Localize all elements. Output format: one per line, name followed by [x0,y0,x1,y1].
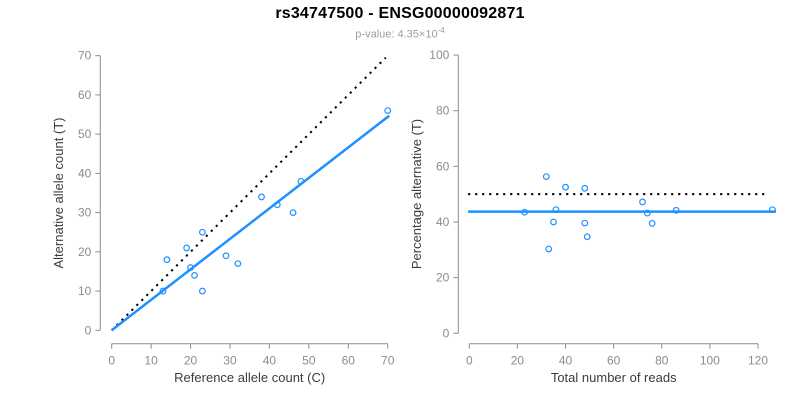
plot-percentage-by-reads: 0 20 40 60 80 100 120 0 20 40 60 80 100 Total number … [409,48,777,385]
y-axis-title: Percentage alternative (T) [409,119,424,269]
data-point [258,193,265,201]
x-tick-label: 50 [302,354,316,368]
data-point [542,173,550,181]
x-tick-label: 0 [466,354,473,368]
x-tick-label: 40 [559,354,573,368]
y-tick-label: 40 [78,166,92,180]
y-tick-label: 20 [436,271,450,285]
y-tick-label: 80 [436,104,450,118]
y-tick-label: 50 [78,127,92,141]
data-point [643,209,651,217]
data-point [562,183,569,191]
y-tick-label: 40 [436,215,450,229]
x-tick-label: 30 [223,354,237,368]
data-point [648,219,656,227]
x-tick-label: 120 [748,354,768,368]
y-tick-label: 10 [78,284,92,298]
data-point [672,206,680,214]
x-tick-label: 40 [263,354,277,368]
data-point [289,209,297,217]
x-tick-label: 0 [108,354,115,368]
data-point [297,177,305,185]
x-tick-label: 60 [607,354,621,368]
figure-title: rs34747500 - ENSG00000092871 [275,5,525,22]
x-tick-label: 100 [700,354,720,368]
data-point [191,271,198,279]
x-axis-title: Reference allele count (C) [174,370,325,385]
data-point [222,252,230,260]
y-tick-label: 20 [78,245,92,259]
x-tick-label: 80 [655,354,669,368]
data-point [550,218,557,226]
data-point [581,219,589,227]
data-point [545,245,553,253]
plot-allele-counts: 0 10 20 30 40 50 60 70 0 10 20 30 40 50 60 70 Reference … [51,49,395,385]
x-tick-label: 20 [511,354,525,368]
y-tick-label: 30 [78,206,92,220]
data-point [187,264,194,271]
fit-line [110,114,391,332]
y-tick-label: 70 [78,49,92,63]
data-point [384,107,392,115]
p-value-exponent: -4 [437,26,445,35]
y-tick-label: 60 [436,159,450,173]
x-tick-label: 70 [381,354,395,368]
data-point [552,206,560,214]
x-axis-title: Total number of reads [551,370,677,385]
data-point [769,206,776,214]
identity-line [110,56,387,332]
figure-subtitle: p-value: 4.35×10-4 [0,26,800,41]
p-value-text: p-value: 4.35×10 [355,28,438,41]
x-tick-label: 20 [184,354,198,368]
data-point [639,198,646,206]
x-tick-label: 10 [144,354,158,368]
data-point [198,287,206,295]
data-point [583,233,591,241]
data-point [273,201,281,209]
y-tick-label: 100 [429,48,449,62]
data-point [198,228,206,236]
y-tick-label: 60 [78,88,92,102]
data-point [581,184,589,192]
data-point [521,208,529,216]
x-tick-label: 60 [342,354,356,368]
data-point [159,287,167,295]
data-point [163,256,171,264]
y-axis-title: Alternative allele count (T) [51,117,66,268]
data-point [183,244,191,252]
y-tick-label: 0 [443,326,450,340]
y-tick-label: 0 [85,323,92,337]
data-point [234,260,242,268]
